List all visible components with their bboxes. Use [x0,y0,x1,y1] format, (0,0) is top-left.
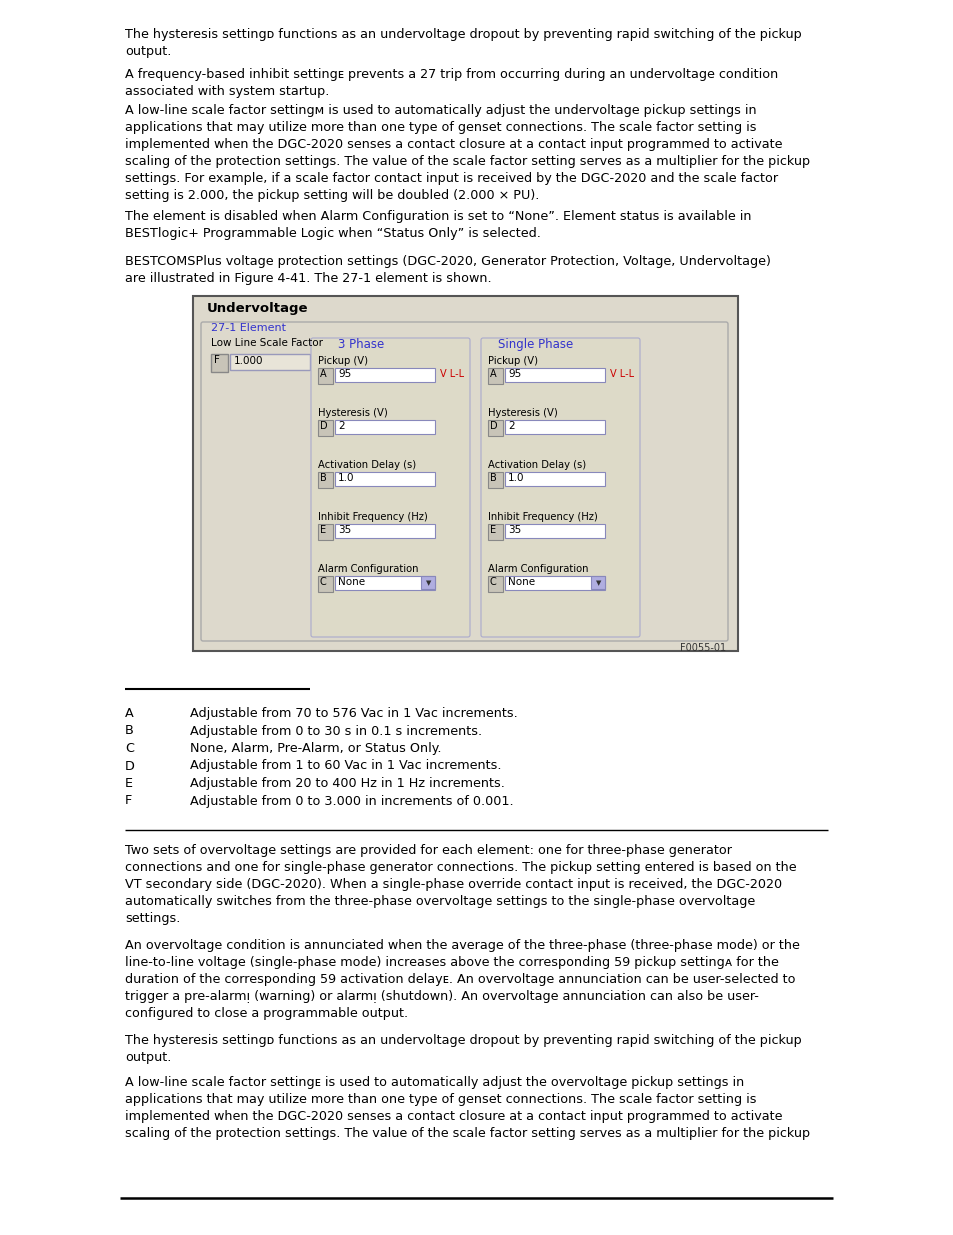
Text: C: C [125,742,133,755]
Text: 1.000: 1.000 [233,356,263,366]
Text: A low-line scale factor settingᴇ is used to automatically adjust the overvoltage: A low-line scale factor settingᴇ is used… [125,1076,809,1140]
Text: E: E [490,525,496,535]
Text: E: E [125,777,132,790]
Text: 2: 2 [507,421,514,431]
FancyBboxPatch shape [201,322,727,641]
Text: Hysteresis (V): Hysteresis (V) [488,408,558,417]
Text: C: C [319,577,327,587]
Text: Hysteresis (V): Hysteresis (V) [317,408,387,417]
Bar [488,472,502,488]
Text: Inhibit Frequency (Hz): Inhibit Frequency (Hz) [317,513,427,522]
Text: Alarm Configuration: Alarm Configuration [488,564,588,574]
Text: Alarm Configuration: Alarm Configuration [317,564,418,574]
Text: The hysteresis settingᴅ functions as an undervoltage dropout by preventing rapid: The hysteresis settingᴅ functions as an … [125,28,801,58]
Text: B: B [319,473,327,483]
Text: Activation Delay (s): Activation Delay (s) [317,459,416,471]
Text: 1.0: 1.0 [337,473,355,483]
Bar [335,524,435,538]
Bar [317,368,333,384]
Text: Adjustable from 0 to 3.000 in increments of 0.001.: Adjustable from 0 to 3.000 in increments… [190,794,513,808]
Text: 95: 95 [337,369,351,379]
Text: BESTCOMSPlus voltage protection settings (DGC-2020, Generator Protection, Voltag: BESTCOMSPlus voltage protection settings… [125,254,770,285]
FancyBboxPatch shape [480,338,639,637]
Text: Adjustable from 20 to 400 Hz in 1 Hz increments.: Adjustable from 20 to 400 Hz in 1 Hz inc… [190,777,504,790]
Text: 95: 95 [507,369,520,379]
Text: Two sets of overvoltage settings are provided for each element: one for three-ph: Two sets of overvoltage settings are pro… [125,844,796,925]
Bar [488,524,502,540]
Bar [504,368,604,382]
Text: None: None [507,577,535,587]
Text: V L-L: V L-L [609,369,634,379]
Text: None: None [337,577,365,587]
Text: 1.0: 1.0 [507,473,524,483]
Text: Pickup (V): Pickup (V) [317,356,368,366]
Text: Pickup (V): Pickup (V) [488,356,537,366]
Bar [335,576,435,590]
FancyBboxPatch shape [311,338,470,637]
Text: ▼: ▼ [426,580,431,585]
Text: The hysteresis settingᴅ functions as an undervoltage dropout by preventing rapid: The hysteresis settingᴅ functions as an … [125,1034,801,1065]
Text: Undervoltage: Undervoltage [207,303,308,315]
Text: F: F [125,794,132,808]
Text: Inhibit Frequency (Hz): Inhibit Frequency (Hz) [488,513,598,522]
Bar [488,576,502,592]
Text: A frequency-based inhibit settingᴇ prevents a 27 trip from occurring during an u: A frequency-based inhibit settingᴇ preve… [125,68,778,98]
Text: D: D [125,760,134,773]
Text: A low-line scale factor settingᴍ is used to automatically adjust the undervoltag: A low-line scale factor settingᴍ is used… [125,104,809,203]
Bar [317,524,333,540]
Bar [335,472,435,487]
Text: 35: 35 [507,525,520,535]
Text: None, Alarm, Pre-Alarm, or Status Only.: None, Alarm, Pre-Alarm, or Status Only. [190,742,441,755]
Text: F: F [213,354,219,366]
Bar [504,524,604,538]
Text: Adjustable from 70 to 576 Vac in 1 Vac increments.: Adjustable from 70 to 576 Vac in 1 Vac i… [190,706,517,720]
Text: Adjustable from 1 to 60 Vac in 1 Vac increments.: Adjustable from 1 to 60 Vac in 1 Vac inc… [190,760,501,773]
Bar [317,472,333,488]
Text: 2: 2 [337,421,344,431]
Text: Adjustable from 0 to 30 s in 0.1 s increments.: Adjustable from 0 to 30 s in 0.1 s incre… [190,725,481,737]
Bar [230,354,310,370]
Bar [420,576,435,589]
Text: V L-L: V L-L [439,369,464,379]
Bar [211,354,228,372]
Text: A: A [319,369,326,379]
Bar [317,420,333,436]
Text: The element is disabled when Alarm Configuration is set to “None”. Element statu: The element is disabled when Alarm Confi… [125,210,751,240]
Bar [488,420,502,436]
Text: A: A [125,706,133,720]
FancyBboxPatch shape [193,296,738,651]
Text: An overvoltage condition is annunciated when the average of the three-phase (thr: An overvoltage condition is annunciated … [125,939,799,1020]
Text: B: B [490,473,497,483]
Text: 27-1 Element: 27-1 Element [211,324,286,333]
Text: A: A [490,369,497,379]
Bar [317,576,333,592]
Text: C: C [490,577,497,587]
Text: D: D [490,421,497,431]
Bar [590,576,604,589]
Bar [504,472,604,487]
Bar [488,368,502,384]
Text: F0055-01: F0055-01 [679,643,725,653]
Text: Single Phase: Single Phase [497,338,573,351]
Text: Low Line Scale Factor: Low Line Scale Factor [211,338,323,348]
Text: ▼: ▼ [596,580,600,585]
Text: E: E [319,525,326,535]
Bar [504,420,604,433]
Text: D: D [319,421,327,431]
Bar [504,576,604,590]
Text: Activation Delay (s): Activation Delay (s) [488,459,585,471]
Text: 35: 35 [337,525,351,535]
Bar [335,420,435,433]
Bar [335,368,435,382]
Text: 3 Phase: 3 Phase [337,338,384,351]
Text: B: B [125,725,133,737]
